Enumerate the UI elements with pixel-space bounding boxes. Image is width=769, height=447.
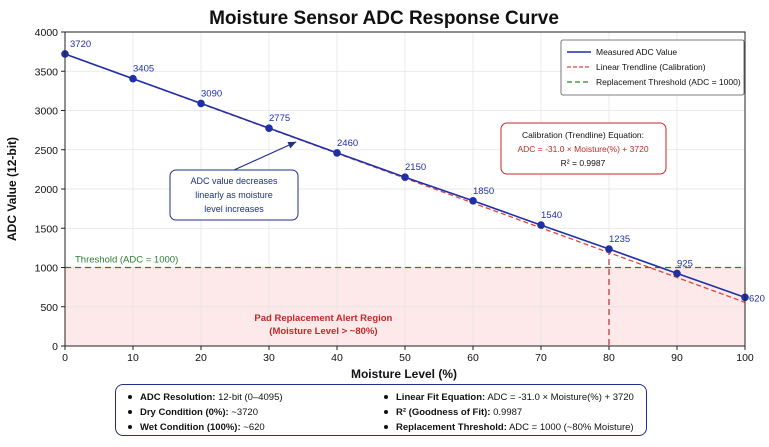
y-tick-label: 2500 <box>35 145 59 157</box>
data-label: 1850 <box>473 186 494 197</box>
info-key: Wet Condition (100%): <box>140 422 241 433</box>
y-tick-label: 4000 <box>35 27 59 39</box>
data-point <box>469 196 477 205</box>
data-point <box>537 221 545 229</box>
info-linear-fit: Linear Fit Equation: ADC = -31.0 × Moist… <box>384 390 634 405</box>
y-tick-label: 2000 <box>35 184 59 196</box>
data-point <box>401 173 409 182</box>
data-point <box>673 269 681 278</box>
bullet-icon <box>384 409 388 414</box>
legend-box <box>560 39 745 96</box>
info-value: ~3720 <box>228 407 258 418</box>
data-label: 2775 <box>269 113 290 124</box>
x-tick-label: 100 <box>736 352 754 364</box>
y-tick-label: 1000 <box>35 263 59 275</box>
info-value: ADC = 1000 (~80% Moisture) <box>506 422 634 433</box>
x-tick-label: 70 <box>535 352 547 364</box>
chart-title: Moisture Sensor ADC Response Curve <box>209 8 559 29</box>
info-box: ADC Resolution: 12-bit (0–4095) Dry Cond… <box>115 384 647 436</box>
data-label: 3090 <box>201 88 222 99</box>
annotation-arrowhead <box>287 141 297 149</box>
data-label: 2150 <box>405 162 426 173</box>
info-value: ADC = -31.0 × Moisture(%) + 3720 <box>485 392 634 403</box>
data-point <box>333 149 341 157</box>
x-tick-label: 90 <box>671 352 683 364</box>
x-axis-label: Moisture Level (%) <box>351 367 457 381</box>
info-column-right: Linear Fit Equation: ADC = -31.0 × Moist… <box>384 390 634 435</box>
x-tick-label: 80 <box>603 352 615 364</box>
data-label: 925 <box>677 258 693 269</box>
data-point <box>129 74 137 83</box>
data-label: 620 <box>749 293 765 304</box>
info-key: Linear Fit Equation: <box>396 392 486 403</box>
legend-label-measured: Measured ADC Value <box>596 47 677 57</box>
x-tick-label: 0 <box>62 352 68 364</box>
y-tick-label: 1500 <box>35 223 59 235</box>
equation-box-frame <box>500 122 667 175</box>
info-adc-resolution: ADC Resolution: 12-bit (0–4095) <box>128 390 283 405</box>
equation-title: Calibration (Trendline) Equation: <box>522 130 644 140</box>
annotation-arrow <box>233 141 297 171</box>
data-label: 1540 <box>541 210 562 221</box>
data-label: 3405 <box>133 64 154 75</box>
annotation-line-2: linearly as moisture <box>195 190 273 200</box>
info-replacement-threshold: Replacement Threshold: ADC = 1000 (~80% … <box>384 420 634 435</box>
x-tick-label: 30 <box>263 352 275 364</box>
data-point <box>265 124 273 132</box>
annotation: ADC value decreases linearly as moisture… <box>169 141 299 221</box>
data-points: 3720 3405 3090 2775 2460 2150 1850 1540 1235 925 6… <box>61 39 765 304</box>
equation-text: ADC = -31.0 × Moisture(%) + 3720 <box>517 144 648 154</box>
info-r-squared: R² (Goodness of Fit): 0.9987 <box>384 405 634 420</box>
equation-r2: R² = 0.9987 <box>561 158 606 168</box>
axes: 0 10 20 30 40 50 60 70 80 90 100050010001500200025… <box>35 27 754 364</box>
bullet-icon <box>128 424 132 429</box>
y-tick-label: 0 <box>52 341 58 353</box>
data-label: 1235 <box>609 234 630 245</box>
info-key: Dry Condition (0%): <box>140 407 229 418</box>
threshold-label: Threshold (ADC = 1000) <box>75 255 178 266</box>
info-value: 0.9987 <box>490 407 523 418</box>
y-tick-label: 3000 <box>35 106 59 118</box>
data-point <box>605 245 613 253</box>
bullet-icon <box>384 424 388 429</box>
legend: Measured ADC Value Linear Trendline (Cal… <box>560 39 745 96</box>
info-key: R² (Goodness of Fit): <box>396 407 491 418</box>
info-wet-condition: Wet Condition (100%): ~620 <box>128 420 283 435</box>
bullet-icon <box>128 409 132 414</box>
info-value: ~620 <box>240 422 265 433</box>
y-tick-label: 500 <box>40 302 58 314</box>
info-key: Replacement Threshold: <box>396 422 507 433</box>
x-tick-label: 20 <box>195 352 207 364</box>
y-tick-label: 3500 <box>35 66 59 78</box>
bullet-icon <box>384 394 388 399</box>
info-value: 12-bit (0–4095) <box>215 392 283 403</box>
x-tick-label: 50 <box>399 352 411 364</box>
data-label: 2460 <box>337 138 358 149</box>
y-axis-label: ADC Value (12-bit) <box>5 137 19 241</box>
alert-region-sublabel: (Moisture Level > ~80%) <box>269 326 377 337</box>
legend-label-threshold: Replacement Threshold (ADC = 1000) <box>596 77 741 87</box>
info-key: ADC Resolution: <box>140 392 216 403</box>
x-tick-label: 60 <box>467 352 479 364</box>
legend-label-trendline: Linear Trendline (Calibration) <box>596 62 706 72</box>
info-column-left: ADC Resolution: 12-bit (0–4095) Dry Cond… <box>128 390 283 435</box>
plot-area: Threshold (ADC = 1000) Pad Replacement A… <box>61 31 765 347</box>
equation-box: Calibration (Trendline) Equation: ADC = … <box>500 122 667 175</box>
x-tick-label: 10 <box>127 352 139 364</box>
info-dry-condition: Dry Condition (0%): ~3720 <box>128 405 283 420</box>
alert-region-label: Pad Replacement Alert Region <box>254 313 392 324</box>
annotation-line-1: ADC value decreases <box>190 176 278 186</box>
data-point <box>197 99 205 108</box>
bullet-icon <box>128 394 132 399</box>
x-tick-label: 40 <box>331 352 343 364</box>
annotation-line-3: level increases <box>204 204 264 214</box>
data-label: 3720 <box>70 39 91 50</box>
